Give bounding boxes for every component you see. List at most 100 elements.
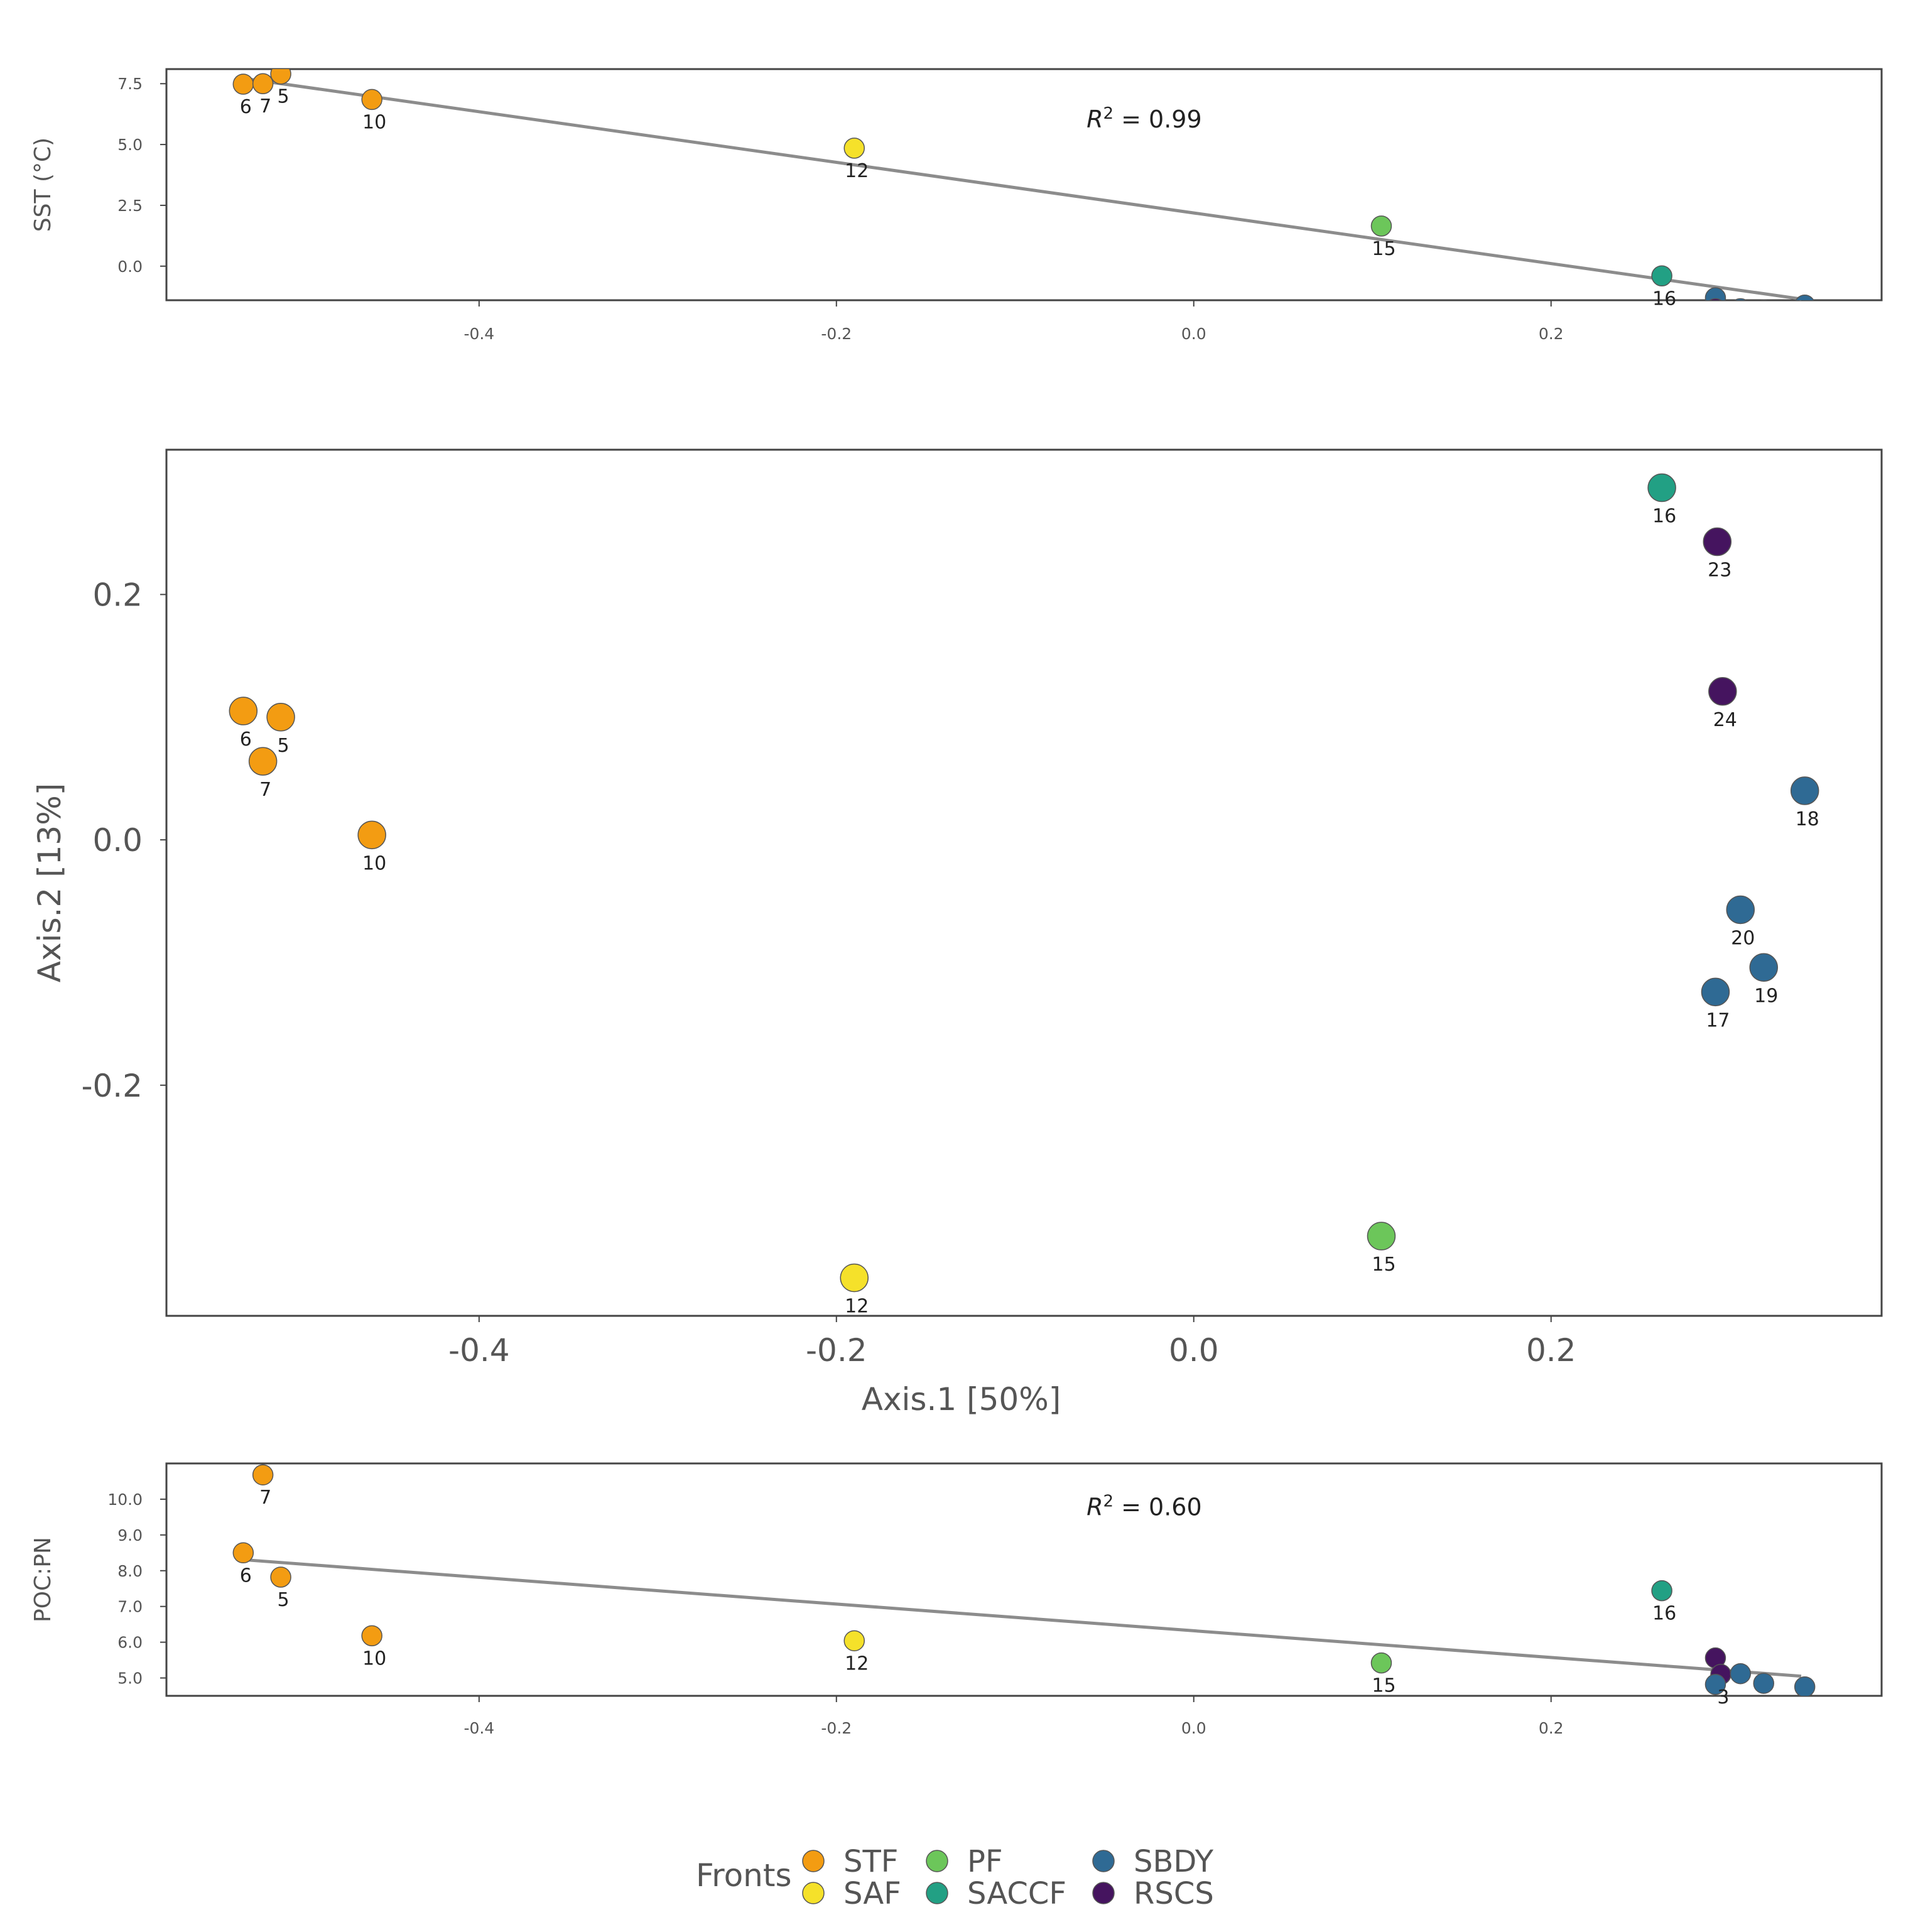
point-station-7-stf bbox=[252, 1464, 274, 1485]
point-layer bbox=[232, 1464, 1816, 1696]
point-layer bbox=[232, 69, 1814, 321]
point-layer bbox=[229, 473, 1819, 1293]
legend-title: Fronts bbox=[696, 1857, 792, 1894]
point-station-20-sbdy bbox=[1730, 1663, 1752, 1685]
point-station-19-sbdy bbox=[1749, 953, 1778, 982]
x-tick-label: 0.0 bbox=[1169, 1332, 1219, 1369]
legend-swatch-saf bbox=[802, 1882, 825, 1904]
point-label-12: 12 bbox=[845, 1653, 869, 1674]
point-label-24: 24 bbox=[1713, 709, 1737, 731]
point-station-7-stf bbox=[248, 747, 278, 776]
point-label-6: 6 bbox=[240, 1565, 252, 1587]
point-station-20-sbdy bbox=[1734, 298, 1747, 300]
point-label-15: 15 bbox=[1372, 238, 1395, 260]
point-station-19-sbdy bbox=[1753, 1673, 1774, 1694]
legend-swatch-sbdy bbox=[1092, 1850, 1115, 1872]
x-tick-label: -0.4 bbox=[463, 325, 494, 343]
point-station-20-sbdy bbox=[1726, 895, 1755, 925]
point-station-12-saf bbox=[843, 138, 865, 159]
point-station-7-stf bbox=[252, 73, 274, 94]
y-tick-label: 9.0 bbox=[117, 1526, 143, 1544]
x-tick-label: -0.4 bbox=[448, 1332, 510, 1369]
point-label-16: 16 bbox=[1652, 288, 1676, 310]
point-station-24-rscs bbox=[1708, 677, 1737, 706]
trend-line bbox=[246, 1558, 1802, 1678]
point-station-18-sbdy bbox=[1795, 295, 1814, 300]
y-tick-label: 5.0 bbox=[117, 136, 143, 154]
point-station-16-saccf bbox=[1651, 1580, 1672, 1602]
x-tick-label: 0.2 bbox=[1539, 325, 1564, 343]
point-station-10-stf bbox=[357, 820, 386, 850]
point-label-5: 5 bbox=[278, 735, 290, 757]
point-station-12-saf bbox=[843, 1630, 865, 1652]
point-station-18-sbdy bbox=[1790, 776, 1819, 805]
x-tick-label: -0.2 bbox=[821, 325, 852, 343]
point-station-10-stf bbox=[361, 1625, 382, 1647]
r-squared-annotation: R2 = 0.60 bbox=[1087, 1492, 1202, 1521]
point-label-15: 15 bbox=[1372, 1254, 1395, 1276]
x-axis-title: Axis.1 [50%] bbox=[862, 1381, 1061, 1418]
point-station-17-sbdy bbox=[1701, 977, 1730, 1007]
x-tick-label: 0.2 bbox=[1539, 1719, 1564, 1737]
point-label-19: 19 bbox=[1754, 985, 1778, 1007]
x-tick-label: 0.0 bbox=[1181, 1719, 1206, 1737]
point-station-10-stf bbox=[361, 89, 382, 111]
legend-swatch-pf bbox=[926, 1850, 948, 1872]
point-label-12: 12 bbox=[845, 1295, 869, 1317]
r-squared-annotation: R2 = 0.99 bbox=[1087, 104, 1202, 133]
legend-label-saf: SAF bbox=[843, 1876, 901, 1911]
r-squared-value: = 0.99 bbox=[1114, 106, 1202, 133]
point-label-5: 5 bbox=[278, 1589, 290, 1611]
r-squared-symbol: R bbox=[1087, 1494, 1103, 1521]
point-label-10: 10 bbox=[362, 111, 386, 133]
point-station-5-stf bbox=[266, 703, 295, 732]
trend-line bbox=[246, 77, 1802, 301]
point-label-24: 3 bbox=[1717, 1686, 1729, 1708]
point-label-15: 15 bbox=[1372, 1675, 1395, 1697]
legend-label-sbdy: SBDY bbox=[1134, 1844, 1214, 1879]
legend-swatch-stf bbox=[802, 1850, 825, 1872]
y-tick-label: 7.0 bbox=[117, 1598, 143, 1616]
y-tick-label: 2.5 bbox=[117, 197, 143, 215]
x-tick-label: -0.2 bbox=[821, 1719, 852, 1737]
point-station-6-stf bbox=[232, 1542, 254, 1564]
point-station-15-pf bbox=[1367, 1222, 1396, 1251]
point-label-5: 5 bbox=[278, 86, 290, 108]
point-label-7: 7 bbox=[259, 1487, 271, 1509]
x-tick-label: 0.2 bbox=[1526, 1332, 1576, 1369]
y-tick-label: 5.0 bbox=[117, 1669, 143, 1688]
point-station-12-saf bbox=[840, 1263, 869, 1293]
point-station-16-saccf bbox=[1651, 265, 1672, 287]
point-station-24-rscs bbox=[1711, 301, 1731, 321]
legend-label-stf: STF bbox=[843, 1844, 898, 1879]
point-station-6-stf bbox=[232, 73, 254, 95]
plot-frame bbox=[165, 68, 1883, 301]
point-label-7: 7 bbox=[259, 779, 271, 801]
point-label-10: 10 bbox=[362, 1647, 386, 1669]
sst-panel: -0.4 -0.2 0.0 0.2 0.0 2.5 5.0 7.5 SST (°C) R2 = 0… bbox=[30, 68, 1883, 343]
poc-pn-panel: -0.4 -0.2 0.0 0.2 5.0 6.0 7.0 8.0 9.0 10.0 POC:PN R… bbox=[30, 1462, 1883, 1737]
y-tick-label: 10.0 bbox=[107, 1490, 143, 1509]
point-station-17-sbdy bbox=[1704, 1674, 1726, 1695]
point-station-16-saccf bbox=[1647, 473, 1676, 502]
point-label-10: 10 bbox=[362, 852, 386, 874]
point-station-6-stf bbox=[229, 697, 258, 725]
point-station-5-stf bbox=[270, 69, 291, 85]
x-tick-label: -0.2 bbox=[806, 1332, 867, 1369]
legend-label-saccf: SACCF bbox=[967, 1876, 1066, 1911]
point-station-19-sbdy bbox=[1759, 299, 1768, 300]
point-station-15-pf bbox=[1370, 1652, 1392, 1674]
point-label-6: 6 bbox=[240, 729, 252, 751]
legend-label-pf: PF bbox=[967, 1844, 1003, 1879]
y-tick-label: 0.0 bbox=[92, 822, 143, 859]
r-squared-symbol: R bbox=[1087, 106, 1103, 133]
point-label-23: 23 bbox=[1708, 559, 1731, 581]
point-label-20: 20 bbox=[1731, 927, 1755, 949]
point-station-23-rscs bbox=[1709, 298, 1722, 300]
ordination-panel: -0.4 -0.2 0.0 0.2 -0.2 0.0 0.2 Axis.2 [13%] Axis… bbox=[31, 448, 1883, 1418]
point-label-17: 17 bbox=[1706, 1009, 1730, 1031]
y-tick-label: 7.5 bbox=[117, 75, 143, 93]
point-station-23-rscs bbox=[1703, 527, 1732, 556]
